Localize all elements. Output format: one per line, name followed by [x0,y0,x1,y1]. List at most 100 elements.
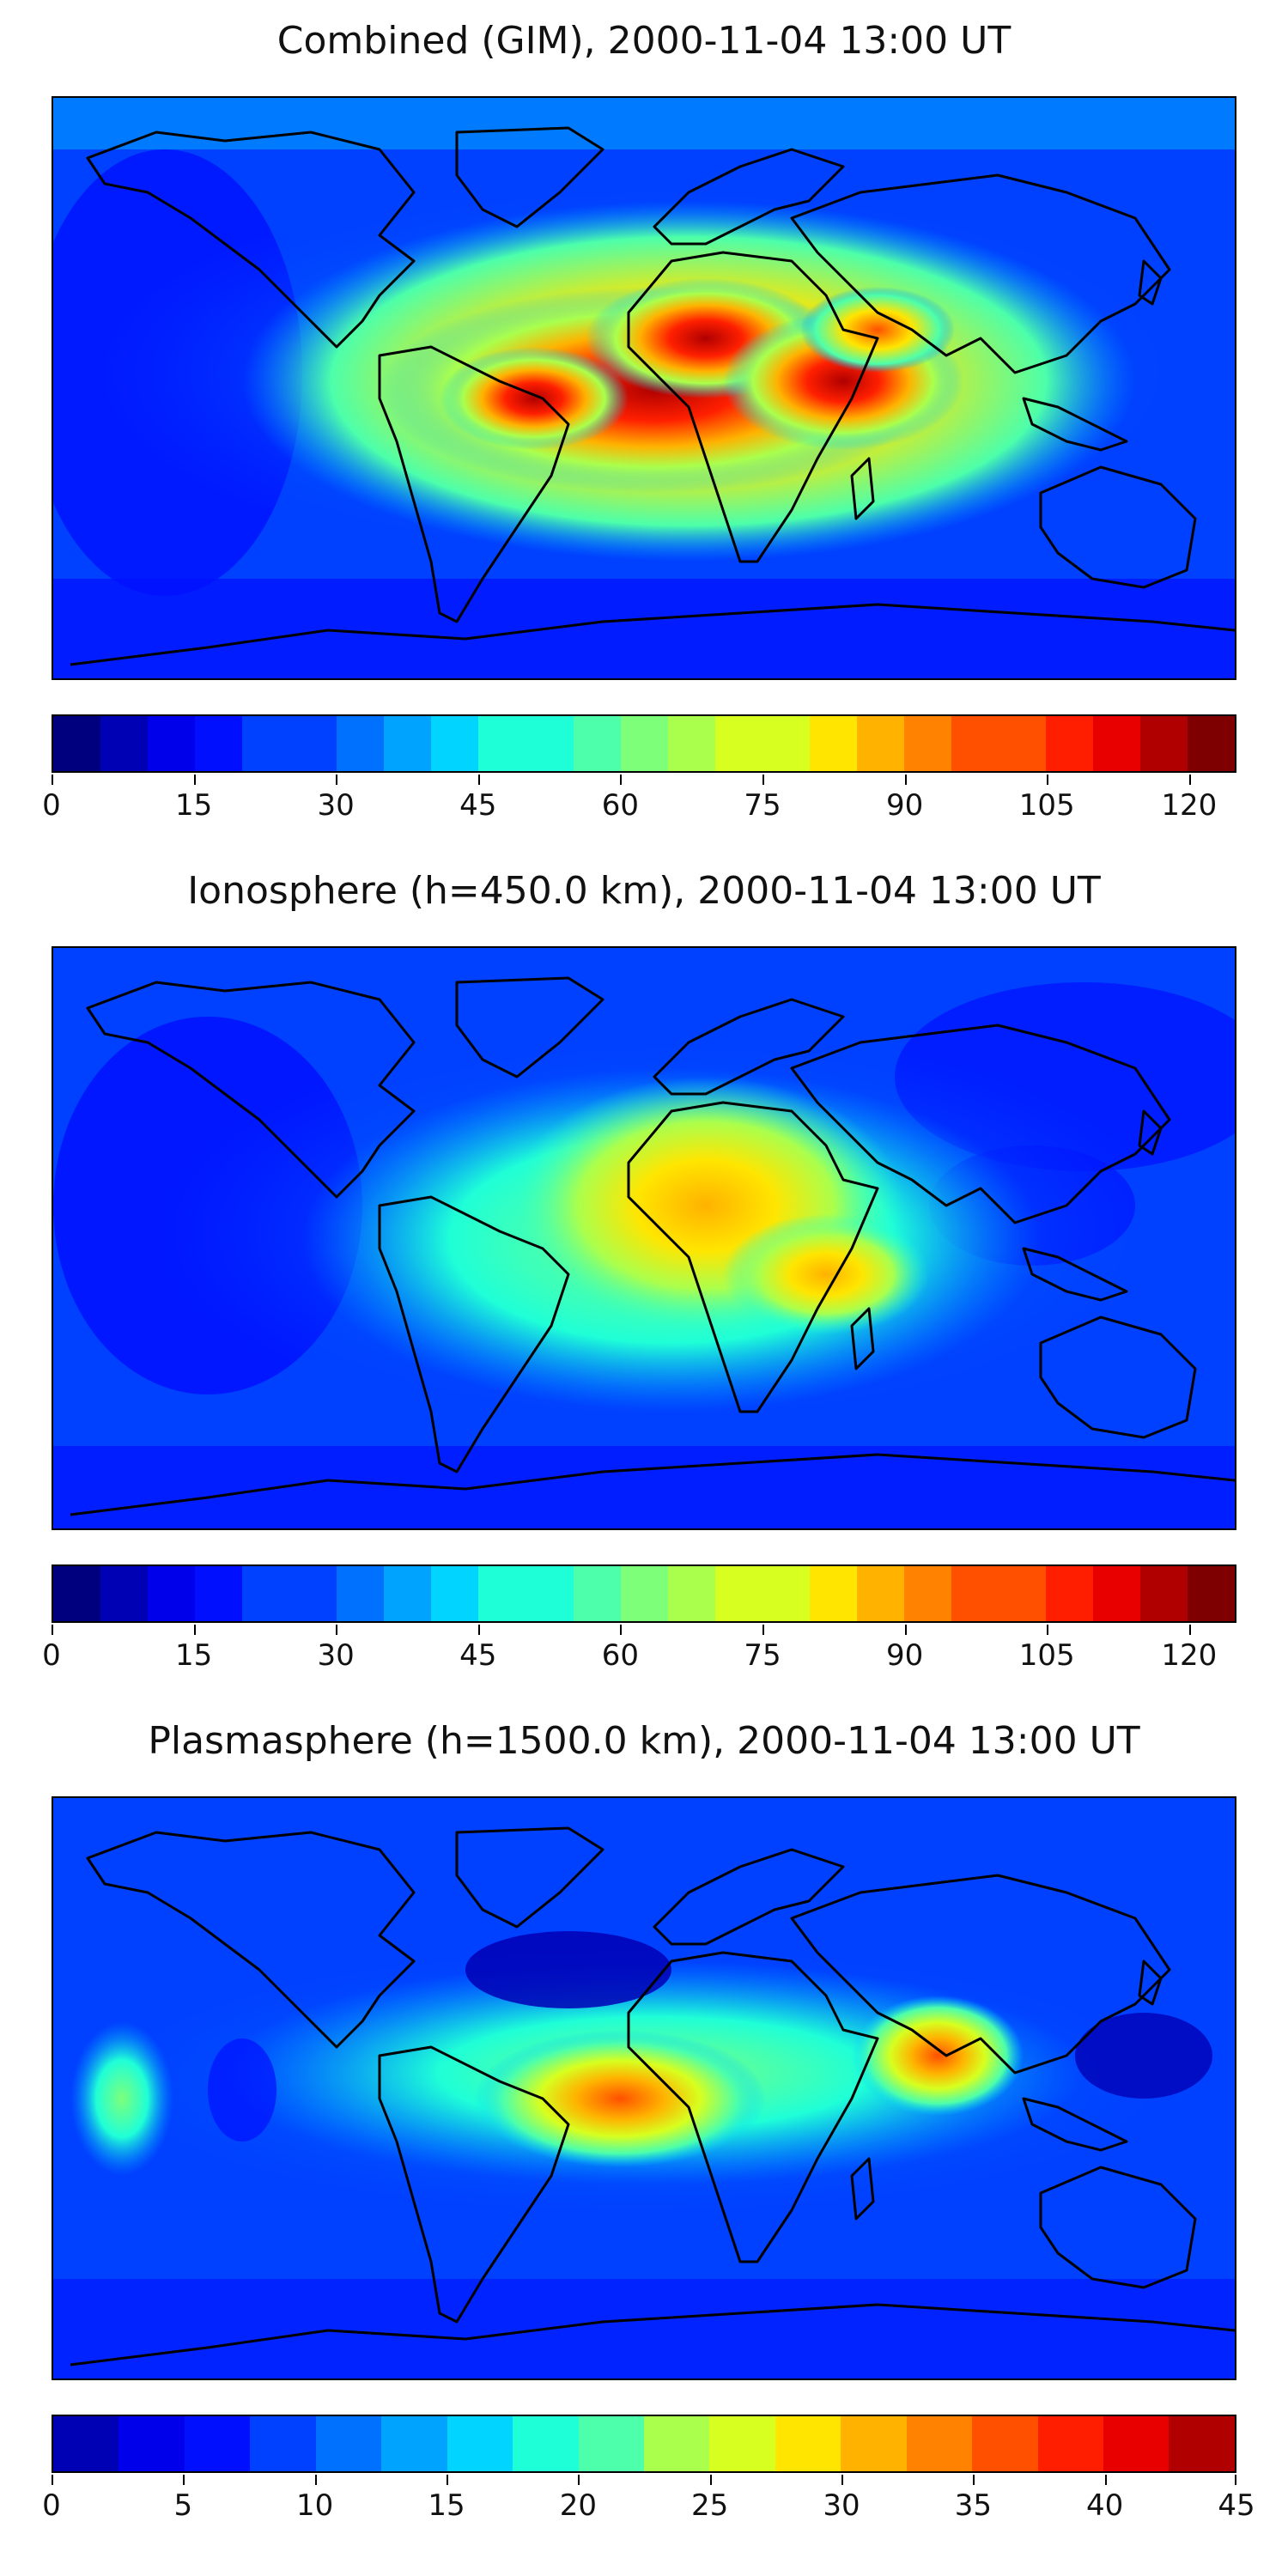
colorbar-segment [1188,1566,1236,1621]
colorbar-tick [1047,775,1049,785]
map-2-svg [53,948,1235,1528]
colorbar-segment [1045,1566,1094,1621]
colorbar-tick [709,2475,712,2485]
colorbar-segment [526,1566,574,1621]
colorbar-tick [336,1625,338,1635]
colorbar-segment [195,716,243,771]
colorbar-segment [998,716,1046,771]
colorbar-segment [100,1566,149,1621]
colorbar-segment [620,1566,668,1621]
colorbar-segment [337,716,385,771]
colorbar-tick-label: 90 [885,788,924,823]
colorbar-segment [809,1566,857,1621]
panel-3-title: Plasmasphere (h=1500.0 km), 2000-11-04 1… [148,1719,1140,1763]
hotspot-6 [474,2030,766,2167]
colorbar-tick [52,775,53,785]
colorbar-tick-label: 0 [42,2488,61,2523]
colorbar-segment [1140,716,1188,771]
colorbar-tick [314,2475,317,2485]
colorbar-tick [193,1625,196,1635]
colorbar-segment [526,716,574,771]
colorbar-segment [762,1566,810,1621]
colorbar-segment [1093,1566,1141,1621]
colorbar-segment [53,1566,101,1621]
colorbar-segment [667,1566,715,1621]
colorbar-segment [148,1566,196,1621]
colorbar-tick-label: 30 [317,788,355,823]
colorbar-segment [809,716,857,771]
colorbar-segment [242,716,290,771]
colorbar-segment [513,2416,579,2471]
colorbar-segment [709,2416,775,2471]
colorbar-tick-label: 75 [744,1638,781,1673]
colorbar-segment [951,716,999,771]
colorbar-segment [714,716,762,771]
colorbar-tick [52,2475,53,2485]
colorbar-segment [573,1566,621,1621]
hotspot-8 [70,2021,173,2176]
colorbar-tick [578,2475,580,2485]
panel-2-title: Ionosphere (h=450.0 km), 2000-11-04 13:0… [187,869,1101,913]
colorbar-tick [447,2475,448,2485]
colorbar-segment [1103,2416,1170,2471]
colorbar-tick-label: 15 [428,2488,465,2523]
colorbar-segment [972,2416,1038,2471]
colorbar-tick [762,775,764,785]
colorbar-tick-label: 45 [1218,2488,1255,2523]
panel-2-map [52,946,1236,1530]
colorbar-segment [573,716,621,771]
colorbar-tick [973,2475,975,2485]
colorbar-2-ticks: 0 15 30 45 60 75 90 105 120 [42,1625,1236,1676]
colorbar-segment [478,716,526,771]
coastlines-2 [70,976,1235,1516]
colorbar-segment [447,2416,513,2471]
colorbar-segment [384,1566,432,1621]
panel-1-title: Combined (GIM), 2000-11-04 13:00 UT [276,19,1012,63]
colorbar-segment [431,716,479,771]
colorbar-segment [667,716,715,771]
colorbar-tick-label: 30 [317,1638,355,1673]
colorbar-tick-label: 120 [1161,788,1218,823]
colorbar-segment [289,716,337,771]
colorbar-segment [384,716,432,771]
colorbar-tick [762,1625,764,1635]
colorbar-tick-label: 30 [823,2488,860,2523]
colorbar-tick [52,1625,53,1635]
colorbar-segment [643,2416,710,2471]
colorbar-segment [762,716,810,771]
colorbar-tick-label: 90 [885,1638,924,1673]
colorbar-tick-label: 5 [173,2488,193,2523]
colorbar-segment [1045,716,1094,771]
colorbar-tick [1104,2475,1107,2485]
colorbar-tick [477,775,480,785]
colorbar-tick-label: 25 [691,2488,729,2523]
colorbar-segment [1188,716,1236,771]
colorbar-segment [53,2416,119,2471]
colorbar-segment [1169,2416,1235,2471]
colorbar-segment [1140,1566,1188,1621]
colorbar-tick [620,1625,623,1635]
colorbar-segment [431,1566,479,1621]
colorbar-segment [775,2416,841,2471]
colorbar-segment [289,1566,337,1621]
colorbar-tick-label: 45 [459,788,497,823]
colorbar-tick-label: 0 [42,788,61,823]
colorbar-segment [118,2416,185,2471]
colorbar-tick-label: 0 [42,1638,61,1673]
colorbar-segment [381,2416,447,2471]
coastlines-1 [70,126,1235,666]
colorbar-tick-label: 120 [1161,1638,1218,1673]
map-3-svg [53,1798,1235,2379]
colorbar-segment [578,2416,644,2471]
colorbar-segment [242,1566,290,1621]
colorbar-tick-label: 75 [744,788,781,823]
colorbar-1 [52,714,1236,773]
colorbar-segment [337,1566,385,1621]
colorbar-segment [951,1566,999,1621]
colorbar-tick [904,775,907,785]
colorbar-segment [250,2416,316,2471]
colorbar-segment [856,716,904,771]
colorbar-tick-label: 105 [1018,788,1075,823]
colorbar-segment [856,1566,904,1621]
colorbar-segment [195,1566,243,1621]
